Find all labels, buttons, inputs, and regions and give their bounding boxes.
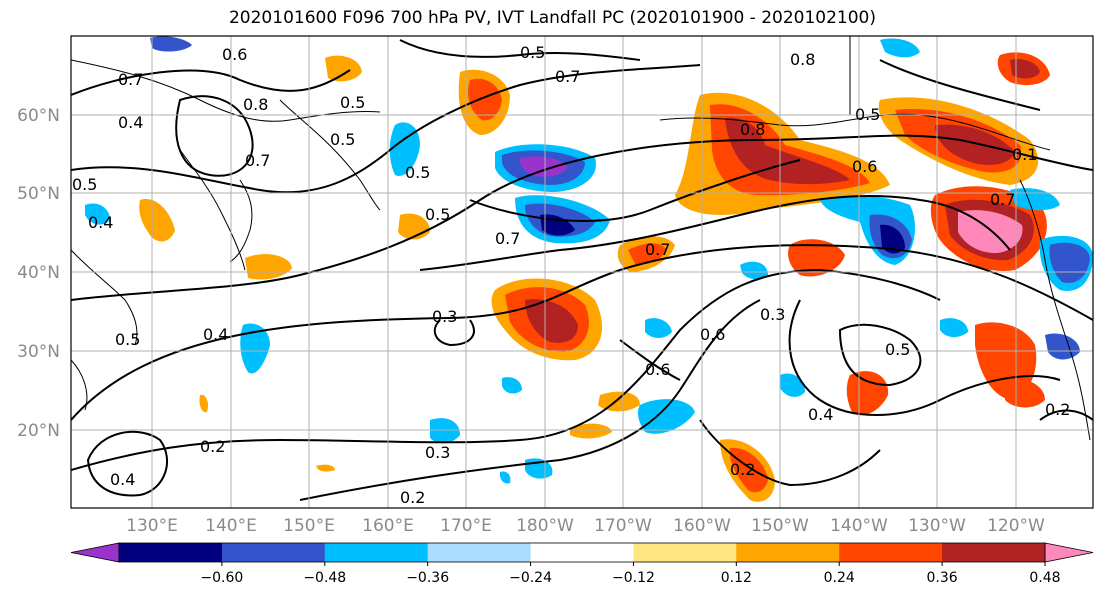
contour-label: 0.5 [855,105,880,124]
contour-label: 0.5 [340,93,365,112]
colorbar-swatch [633,543,737,562]
lon-label: 140°E [205,516,257,536]
latitude-labels: 60°N 50°N 40°N 30°N 20°N [17,106,60,441]
contour-label: 0.3 [760,305,785,324]
contour-label: 0.6 [645,360,670,379]
colorbar: −0.60 −0.48 −0.36 −0.24 −0.12 0.12 0.24 0.36 0.4… [70,542,1094,586]
colorbar-swatch [324,543,429,562]
longitude-labels: 130°E 140°E 150°E 160°E 170°E 180°W 170°… [126,516,1045,536]
contour-label: 0.6 [222,45,247,64]
lon-label: 130°E [126,516,178,536]
contour-label: 0.3 [425,443,450,462]
lat-label: 40°N [17,263,60,283]
lon-label: 180°W [516,516,574,536]
contour-label: 0.7 [495,229,520,248]
colorbar-tick-label: 0.48 [1029,570,1060,586]
lon-label: 160°E [362,516,414,536]
graticule [71,36,1093,508]
contour-label: 0.6 [852,157,877,176]
lat-label: 60°N [17,106,60,126]
contour-label: 0.4 [808,405,833,424]
colorbar-swatch [839,543,943,562]
contour-label: 0.7 [245,151,270,170]
map-title: 2020101600 F096 700 hPa PV, IVT Landfall… [228,8,876,28]
contour-label: 0.7 [118,70,143,89]
colorbar-tick-label: −0.60 [200,570,243,586]
contour-label: 0.8 [790,50,815,69]
contour-label: 0.7 [645,240,670,259]
contour-label: 0.2 [400,488,425,507]
lon-label: 170°E [440,516,492,536]
contour-label: 0.7 [555,67,580,86]
contour-label: 0.2 [200,437,225,456]
colorbar-tick-label: −0.36 [406,570,449,586]
contour-label: 0.3 [432,307,457,326]
lon-label: 160°W [673,516,731,536]
colorbar-swatch [530,543,634,562]
lon-label: 130°W [908,516,966,536]
map-plot-area: 0.6 0.5 0.7 0.8 0.4 0.5 0.7 0.8 0.5 0.5 … [71,36,1093,508]
contour-label: 0.5 [72,175,97,194]
colorbar-tick-label: −0.48 [303,570,346,586]
colorbar-tick-label: −0.24 [509,570,552,586]
contour-label: 0.8 [740,120,765,139]
lon-label: 120°W [987,516,1045,536]
colorbar-extend-high [1044,542,1094,563]
colorbar-swatch [427,543,532,562]
lon-label: 170°W [594,516,652,536]
contour-label: 0.4 [88,213,113,232]
colorbar-swatch [942,543,1046,562]
contour-label: 0.6 [700,325,725,344]
lat-label: 20°N [17,421,60,441]
contour-label: 0.5 [520,43,545,62]
lon-label: 150°W [751,516,809,536]
contour-label: 0.5 [425,205,450,224]
colorbar-tick-label: 0.24 [824,570,855,586]
lon-label: 150°E [283,516,335,536]
colorbar-tick-label: 0.36 [927,570,958,586]
contour-label: 0.5 [115,330,140,349]
colorbar-swatch [221,543,326,562]
contour-label: 0.5 [330,130,355,149]
colorbar-extend-low [70,542,120,563]
contour-labels: 0.6 0.5 0.7 0.8 0.4 0.5 0.7 0.8 0.5 0.5 … [72,43,1070,507]
contour-label: 0.4 [118,113,143,132]
contour-label: 0.4 [203,325,228,344]
colorbar-tick-label: −0.12 [612,570,655,586]
contour-label: 0.5 [405,163,430,182]
contour-label: 0.8 [243,95,268,114]
lon-label: 140°W [830,516,888,536]
contour-label: 0.4 [110,470,135,489]
contour-label: 0.7 [990,190,1015,209]
colorbar-border [118,542,1046,563]
colorbar-tick-label: 0.12 [721,570,752,586]
contour-label: 0.1 [1012,145,1037,164]
colorbar-swatch [119,543,223,562]
map-frame [70,35,1094,509]
contour-label: 0.2 [730,460,755,479]
colorbar-swatch [736,543,840,562]
contour-label: 0.5 [885,340,910,359]
lat-label: 50°N [17,184,60,204]
contour-label: 0.2 [1045,400,1070,419]
lat-label: 30°N [17,342,60,362]
